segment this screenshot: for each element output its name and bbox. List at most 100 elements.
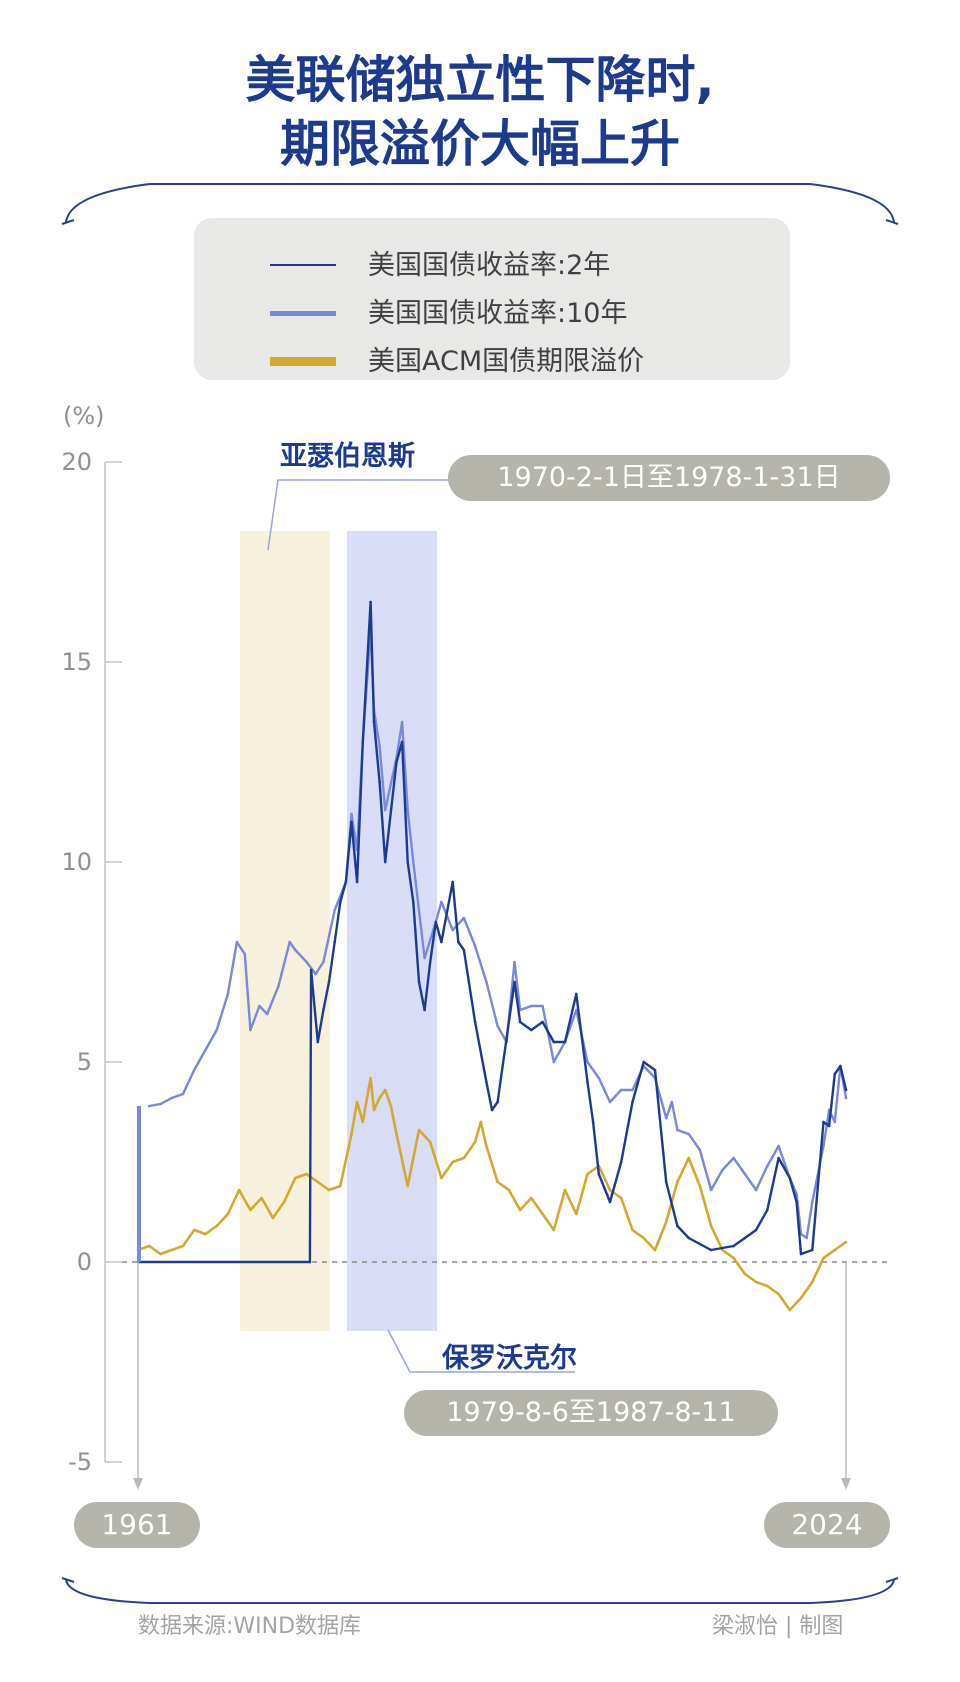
- data-point: [316, 1180, 320, 1184]
- data-point: [811, 1280, 814, 1284]
- data-point: [451, 928, 455, 932]
- y-tick-label: 20: [61, 448, 92, 476]
- data-point: [417, 1128, 421, 1132]
- title-line-2: 期限溢价大幅上升: [280, 115, 680, 173]
- data-point: [457, 940, 460, 944]
- data-point: [608, 1200, 612, 1204]
- data-point: [372, 1108, 376, 1112]
- data-point: [333, 940, 337, 944]
- end-year-pill: 2024: [764, 1502, 890, 1548]
- data-point: [575, 1212, 578, 1216]
- data-point: [181, 1244, 185, 1248]
- data-point: [383, 1088, 387, 1092]
- data-point: [766, 1164, 769, 1168]
- data-point: [423, 1008, 426, 1012]
- data-point: [434, 920, 438, 924]
- data-point: [552, 1228, 556, 1232]
- data-point: [642, 1236, 645, 1240]
- data-point: [215, 1028, 218, 1032]
- data-point: [316, 1040, 320, 1044]
- data-point: [844, 1088, 848, 1092]
- data-point: [513, 980, 516, 984]
- data-point: [451, 880, 455, 884]
- volcker-period-pill: 1979-8-6至1987-8-11: [404, 1390, 778, 1436]
- data-point: [833, 1120, 837, 1124]
- data-point: [226, 992, 230, 996]
- page-title: 美联储独立性下降时, 期限溢价大幅上升: [0, 48, 960, 176]
- data-point: [687, 1156, 690, 1160]
- data-point: [766, 1208, 769, 1212]
- data-point: [721, 1168, 724, 1172]
- data-point: [575, 992, 578, 996]
- y-tick-label: 15: [61, 648, 92, 676]
- data-point: [732, 1256, 735, 1260]
- data-point: [530, 1004, 533, 1008]
- data-point: [822, 1144, 825, 1148]
- data-point: [400, 720, 404, 724]
- data-point: [473, 944, 477, 948]
- data-point: [383, 860, 387, 864]
- data-point: [518, 1208, 522, 1212]
- data-point: [389, 1104, 393, 1108]
- data-point: [428, 960, 432, 964]
- data-point: [406, 860, 410, 864]
- data-point: [327, 980, 331, 984]
- data-point: [473, 1020, 477, 1024]
- data-point: [777, 1156, 780, 1160]
- data-point: [795, 1200, 798, 1204]
- data-point: [676, 1224, 679, 1228]
- legend-swatch-2y: [270, 264, 336, 266]
- data-point: [369, 1076, 372, 1080]
- data-point: [395, 1132, 398, 1136]
- data-point: [664, 1116, 668, 1120]
- data-point: [333, 908, 337, 912]
- data-point: [204, 1232, 207, 1236]
- data-point: [428, 1140, 432, 1144]
- data-point: [844, 1096, 848, 1100]
- volcker-name: 保罗沃克尔: [442, 1343, 577, 1374]
- data-point: [541, 1004, 544, 1008]
- data-point: [608, 1188, 612, 1192]
- data-point: [294, 948, 297, 952]
- data-point: [541, 1020, 544, 1024]
- data-point: [305, 960, 308, 964]
- data-point: [839, 1064, 842, 1068]
- data-point: [322, 1008, 325, 1012]
- data-point: [192, 1228, 196, 1232]
- data-point: [462, 1156, 466, 1160]
- data-point: [309, 968, 313, 972]
- data-point: [314, 972, 317, 976]
- data-point: [237, 1188, 241, 1192]
- data-point: [350, 1132, 353, 1136]
- data-point: [777, 1292, 780, 1296]
- data-point: [361, 740, 365, 744]
- data-point: [282, 1200, 286, 1204]
- volcker-callout-line: [387, 1329, 575, 1373]
- data-point: [322, 960, 325, 964]
- data-point: [575, 1008, 578, 1012]
- data-point: [653, 1248, 657, 1252]
- data-point: [608, 1100, 612, 1104]
- data-point: [822, 1120, 825, 1124]
- shaded-periods: [240, 531, 438, 1331]
- data-point: [833, 1248, 837, 1252]
- data-point: [406, 1184, 410, 1188]
- data-point: [339, 1184, 342, 1188]
- data-point: [496, 1100, 499, 1104]
- y-axis: (%) 20 15 10 5 0 -5: [61, 402, 888, 1476]
- data-point: [485, 1144, 488, 1148]
- data-point: [417, 980, 421, 984]
- data-point: [586, 1172, 589, 1176]
- data-point: [754, 1228, 758, 1232]
- data-point: [235, 940, 239, 944]
- data-point: [204, 1048, 207, 1052]
- data-point: [258, 1004, 261, 1008]
- legend-swatch-acm: [270, 357, 336, 366]
- start-year-pill: 1961: [74, 1502, 200, 1548]
- data-point: [754, 1188, 758, 1192]
- data-point: [350, 820, 353, 824]
- data-point: [308, 1260, 312, 1264]
- data-point: [844, 1240, 848, 1244]
- data-point: [541, 1212, 544, 1216]
